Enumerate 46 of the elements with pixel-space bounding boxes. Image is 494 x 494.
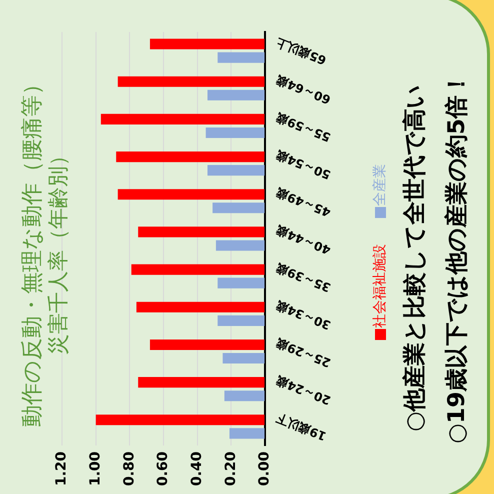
bar [206, 127, 264, 138]
bar [207, 165, 264, 176]
y-tick-label: 19歳以下 [274, 410, 328, 444]
x-tick-label: 1.20 [54, 451, 70, 486]
y-tick-label: 35～39歳 [274, 260, 333, 295]
bar [138, 377, 264, 388]
bar [96, 414, 264, 426]
y-tick-label: 40～44歳 [274, 223, 333, 258]
x-tick-label: 0.20 [222, 451, 239, 486]
x-tick-label: 0.60 [155, 451, 172, 486]
y-tick-label: 20～24歳 [274, 373, 333, 408]
text: 全産業 [372, 164, 388, 206]
text: 動作の反動・無理な動作（腰痛等） [19, 72, 45, 429]
text: 災害千人率（年齢別） [45, 144, 70, 357]
bar [118, 76, 264, 87]
y-tick-label: 55～59歳 [274, 110, 333, 144]
bar [224, 390, 264, 402]
bar [116, 152, 264, 162]
y-tick-label: 50～54歳 [274, 148, 333, 182]
bar [207, 90, 264, 100]
bar [100, 114, 264, 124]
x-tick-label: 1.00 [87, 451, 104, 486]
x-tick-label: 0.00 [256, 451, 273, 486]
text: ○19歳以下では他の産業の約5倍！ [443, 71, 471, 446]
bar [150, 38, 264, 50]
bar [218, 278, 264, 288]
text: 社会福祉施設 [372, 244, 388, 328]
bar [212, 202, 264, 214]
bar [131, 264, 264, 275]
bar [150, 339, 264, 350]
x-tick-label: 0.80 [121, 451, 138, 486]
bar [118, 189, 264, 200]
bar [222, 352, 264, 364]
bar [218, 315, 264, 326]
x-tick-label: 0.40 [188, 451, 205, 486]
y-tick-label: 25～29歳 [274, 336, 333, 370]
bar [216, 240, 264, 251]
y-tick-label: 30～34歳 [274, 298, 333, 332]
y-tick-label: 65歳以上 [274, 35, 328, 68]
bar [138, 226, 264, 238]
bar [218, 52, 264, 63]
bar [136, 302, 264, 312]
bar [229, 428, 264, 439]
y-tick-label: 45～49歳 [274, 185, 333, 220]
text: ○他産業と比較して全世代で高い [401, 83, 429, 434]
y-tick-label: 60～64歳 [274, 72, 333, 107]
